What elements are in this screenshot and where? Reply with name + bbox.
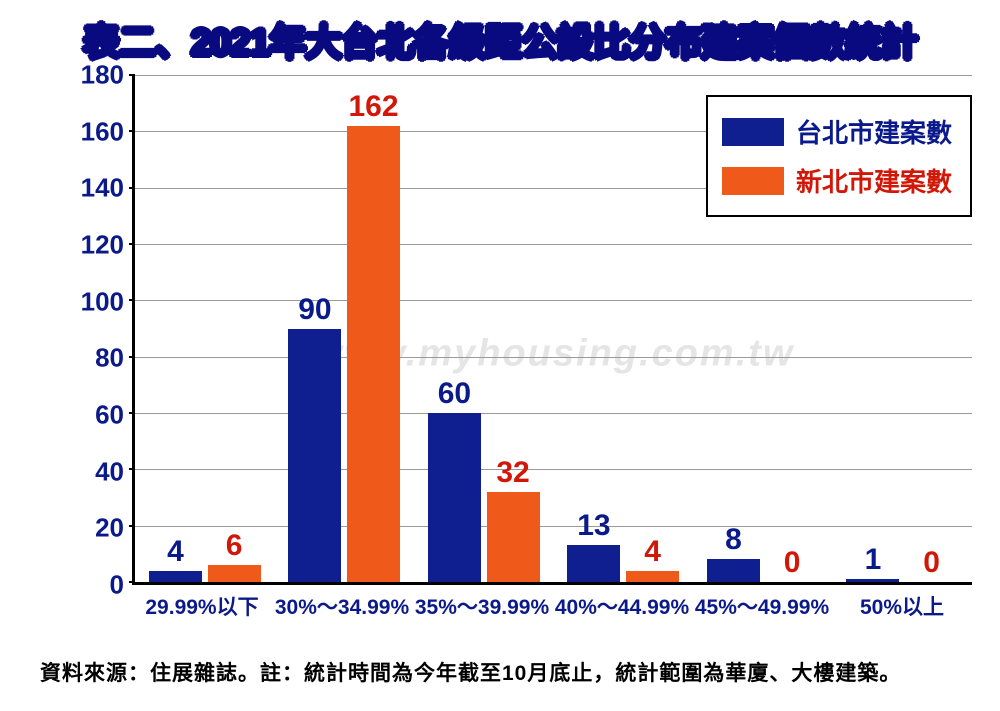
bar-value-label: 1: [865, 543, 882, 579]
bar: 6: [208, 565, 261, 582]
bar-value-label: 0: [923, 546, 940, 582]
bar-value-label: 162: [349, 90, 399, 126]
legend-item: 新北市建案數: [722, 156, 952, 205]
y-tick-label: 40: [95, 456, 124, 487]
y-tick-label: 80: [95, 343, 124, 374]
legend-label: 台北市建案數: [796, 113, 952, 150]
bar-value-label: 8: [725, 523, 742, 559]
y-tick-mark: [129, 243, 135, 245]
chart-area: 020406080100120140160180 www.myhousing.c…: [72, 75, 972, 625]
bar-value-label: 32: [496, 456, 529, 492]
chart-title: 表二、2021年大台北各級距公設比分布建案個數統計: [0, 0, 1000, 66]
x-tick-label: 35%～39.99%: [412, 585, 552, 625]
y-tick-mark: [129, 581, 135, 583]
y-tick-label: 60: [95, 400, 124, 431]
y-tick-label: 0: [110, 570, 124, 601]
bar-value-label: 90: [298, 293, 331, 329]
bar-value-label: 4: [644, 535, 661, 571]
y-tick-label: 180: [81, 60, 124, 91]
legend-label: 新北市建案數: [796, 162, 952, 199]
legend-swatch: [722, 167, 784, 195]
footer-note: 資料來源：住展雜誌。註：統計時間為今年截至10月底止，統計範圍為華廈、大樓建築。: [40, 657, 901, 687]
bar: 4: [149, 571, 202, 582]
plot-area: www.myhousing.com.tw 469016260321348010 …: [132, 75, 972, 585]
y-tick-mark: [129, 299, 135, 301]
bar: 8: [707, 559, 760, 582]
x-tick-label: 40%～44.99%: [552, 585, 692, 625]
legend: 台北市建案數新北市建案數: [706, 95, 972, 217]
bar-value-label: 0: [784, 546, 801, 582]
y-tick-mark: [129, 74, 135, 76]
y-tick-mark: [129, 130, 135, 132]
x-axis-labels: 29.99%以下30%～34.99%35%～39.99%40%～44.99%45…: [132, 585, 972, 625]
x-tick-label: 30%～34.99%: [272, 585, 412, 625]
bar-group: 13 4: [554, 75, 694, 582]
y-tick-label: 160: [81, 116, 124, 147]
bar: 13: [567, 545, 620, 582]
bar-value-label: 13: [577, 509, 610, 545]
bar: 1: [846, 579, 899, 582]
y-tick-mark: [129, 412, 135, 414]
y-tick-mark: [129, 525, 135, 527]
bar-value-label: 6: [226, 529, 243, 565]
bar-group: 46: [135, 75, 275, 582]
bar-value-label: 60: [438, 377, 471, 413]
bar-group: 6032: [414, 75, 554, 582]
bar: 90: [288, 329, 341, 583]
x-tick-label: 45%～49.99%: [692, 585, 832, 625]
y-tick-label: 140: [81, 173, 124, 204]
y-tick-mark: [129, 187, 135, 189]
y-tick-label: 100: [81, 286, 124, 317]
y-axis: 020406080100120140160180: [72, 75, 132, 585]
bar-value-label: 4: [167, 535, 184, 571]
x-tick-label: 29.99%以下: [132, 585, 272, 625]
bar: 32: [487, 492, 540, 582]
legend-item: 台北市建案數: [722, 107, 952, 156]
y-tick-mark: [129, 356, 135, 358]
bar: 162: [347, 126, 400, 582]
bar: 60: [428, 413, 481, 582]
legend-swatch: [722, 118, 784, 146]
y-tick-label: 20: [95, 513, 124, 544]
bar: 4: [626, 571, 679, 582]
y-tick-mark: [129, 468, 135, 470]
bar-group: 90162: [275, 75, 415, 582]
y-tick-label: 120: [81, 230, 124, 261]
x-tick-label: 50%以上: [832, 585, 972, 625]
